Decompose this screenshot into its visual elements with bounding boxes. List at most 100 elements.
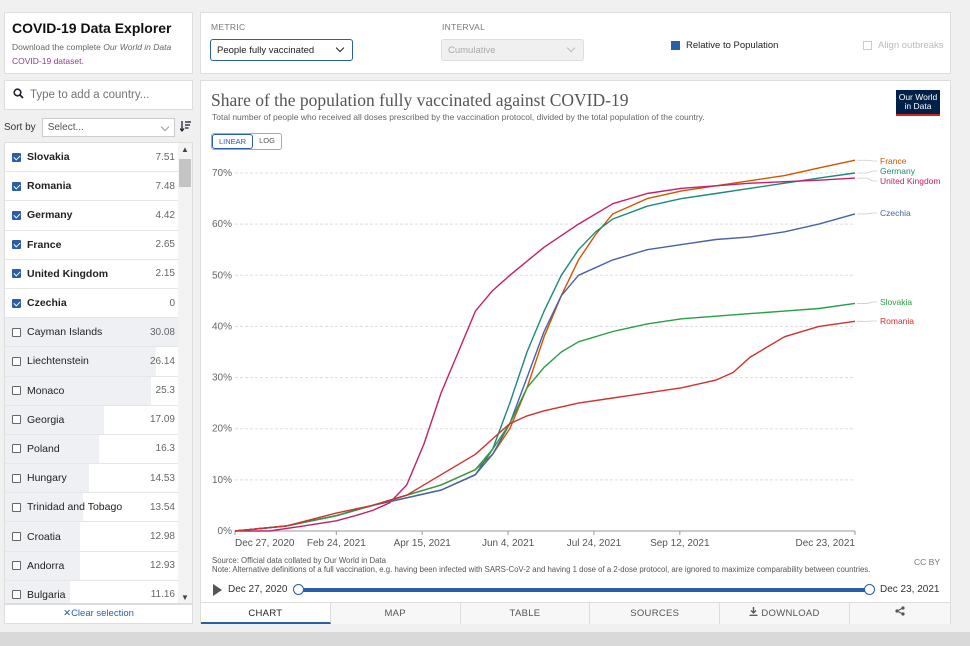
country-rows: Slovakia 7.51 Romania 7.48 Germany 4.42 France… xyxy=(5,143,192,603)
value-bar xyxy=(5,376,152,405)
align-outbreaks-checkbox[interactable]: Align outbreaks xyxy=(863,40,943,51)
checkbox-icon[interactable] xyxy=(12,561,21,571)
country-row[interactable]: Georgia 17.09 xyxy=(5,405,179,435)
checkbox-checked-icon[interactable] xyxy=(671,41,680,50)
scale-toggle[interactable]: LINEAR LOG xyxy=(211,133,282,150)
checkbox-icon[interactable] xyxy=(12,356,21,366)
checkbox-icon[interactable] xyxy=(12,415,21,425)
country-name: Czechia xyxy=(27,297,67,310)
country-row[interactable]: Trinidad and Tobago 13.54 xyxy=(5,493,179,523)
scroll-down-icon[interactable]: ▼ xyxy=(181,593,189,602)
play-icon[interactable] xyxy=(213,584,222,596)
chevron-down-icon xyxy=(335,43,345,53)
country-name: Hungary xyxy=(27,472,67,485)
x-tick-label: Jun 4, 2021 xyxy=(482,538,535,549)
checkbox-icon[interactable] xyxy=(12,502,21,512)
scroll-thumb[interactable] xyxy=(179,159,191,187)
country-value: 11.16 xyxy=(150,589,175,601)
metric-dropdown[interactable]: People fully vaccinated xyxy=(210,39,353,61)
country-row[interactable]: Monaco 25.3 xyxy=(5,376,179,406)
country-name: Andorra xyxy=(27,559,65,572)
country-value: 12.93 xyxy=(149,560,175,572)
country-name: France xyxy=(27,238,62,251)
share-icon xyxy=(895,606,905,619)
tab-download[interactable]: DOWNLOAD xyxy=(720,603,850,624)
country-row[interactable]: Slovakia 7.51 xyxy=(5,143,179,173)
logo-text: Our World in Data xyxy=(898,92,938,111)
controls-bar: METRIC People fully vaccinated INTERVAL … xyxy=(200,12,951,74)
country-name: Trinidad and Tobago xyxy=(27,501,123,514)
country-row[interactable]: Germany 4.42 xyxy=(5,201,179,231)
country-row[interactable]: France 2.65 xyxy=(5,230,179,260)
x-tick-label: Feb 24, 2021 xyxy=(307,538,366,549)
timeline-track[interactable] xyxy=(299,588,870,592)
interval-dropdown[interactable]: Cumulative xyxy=(441,39,584,61)
timeline-start-handle[interactable] xyxy=(293,584,304,595)
interval-label: INTERVAL xyxy=(442,22,486,32)
dataset-link[interactable]: COVID-19 dataset. xyxy=(12,56,84,66)
checkbox-icon[interactable] xyxy=(12,532,21,542)
country-row[interactable]: Cayman Islands 30.08 xyxy=(5,318,179,348)
legend-connector xyxy=(857,159,877,162)
country-row[interactable]: United Kingdom 2.15 xyxy=(5,259,179,289)
country-name: Poland xyxy=(27,442,60,455)
checkbox-icon[interactable] xyxy=(12,473,21,483)
tab-map[interactable]: MAP xyxy=(331,603,461,624)
country-row[interactable]: Hungary 14.53 xyxy=(5,464,179,494)
chart-source: Source: Official data collated by Our Wo… xyxy=(212,556,871,574)
scroll-up-icon[interactable]: ▲ xyxy=(181,145,189,154)
country-row[interactable]: Bulgaria 11.16 xyxy=(5,580,179,603)
sort-select[interactable]: Select... xyxy=(41,117,175,137)
download-label: DOWNLOAD xyxy=(761,608,820,619)
log-scale-button[interactable]: LOG xyxy=(259,136,275,145)
country-row[interactable]: Croatia 12.98 xyxy=(5,522,179,552)
country-row[interactable]: Andorra 12.93 xyxy=(5,551,179,581)
country-search[interactable] xyxy=(4,80,193,110)
share-button[interactable] xyxy=(850,603,950,624)
linear-scale-button[interactable]: LINEAR xyxy=(212,134,254,149)
note-text: Note: Alternative definitions of a full … xyxy=(212,564,871,574)
license-link[interactable]: CC BY xyxy=(914,557,940,567)
checkbox-icon[interactable] xyxy=(12,327,21,337)
checkbox-icon[interactable] xyxy=(12,386,21,396)
checkbox-checked-icon[interactable] xyxy=(12,269,21,279)
search-icon xyxy=(13,88,24,102)
tab-chart[interactable]: CHART xyxy=(201,603,331,624)
sort-order-icon[interactable] xyxy=(179,120,192,135)
explorer-title: COVID-19 Data Explorer xyxy=(12,20,172,36)
source-text: Source: Official data collated by Our Wo… xyxy=(212,556,386,565)
tab-table[interactable]: TABLE xyxy=(461,603,591,624)
x-tick-label: Dec 27, 2020 xyxy=(235,538,295,549)
checkbox-icon[interactable] xyxy=(12,444,21,454)
line-chart: 0% 10% 20% 30% 40% 50% 60% 70% Dec 27, 2020 Feb 2… xyxy=(212,156,941,549)
checkbox-checked-icon[interactable] xyxy=(12,210,21,220)
timeline-start-label: Dec 27, 2020 xyxy=(228,584,288,595)
x-tick-label: Dec 23, 2021 xyxy=(796,538,856,549)
country-row[interactable]: Poland 16.3 xyxy=(5,434,179,465)
download-icon xyxy=(749,607,761,619)
sort-row: Sort by Select... xyxy=(4,116,193,138)
tab-sources[interactable]: SOURCES xyxy=(590,603,721,624)
country-name: Croatia xyxy=(27,530,61,543)
sort-label: Sort by xyxy=(4,121,36,133)
owid-logo[interactable]: Our World in Data xyxy=(896,90,940,116)
list-scrollbar[interactable]: ▲ ▼ xyxy=(178,143,192,603)
checkbox-checked-icon[interactable] xyxy=(12,298,21,308)
checkbox-checked-icon[interactable] xyxy=(12,240,21,250)
series-line-france xyxy=(234,159,856,532)
search-input[interactable] xyxy=(30,89,180,101)
checkbox-checked-icon[interactable] xyxy=(12,152,21,162)
country-value: 7.48 xyxy=(155,180,175,192)
country-row[interactable]: Romania 7.48 xyxy=(5,172,179,202)
checkbox-checked-icon[interactable] xyxy=(12,181,21,191)
clear-selection-button[interactable]: ✕Clear selection xyxy=(4,604,193,624)
country-value: 13.54 xyxy=(149,501,175,513)
country-value: 2.15 xyxy=(155,268,175,280)
checkbox-icon[interactable] xyxy=(12,590,21,600)
legend-connector xyxy=(857,177,877,182)
country-row[interactable]: Czechia 0 xyxy=(5,288,179,319)
timeline-end-handle[interactable] xyxy=(864,584,875,595)
country-row[interactable]: Liechtenstein 26.14 xyxy=(5,347,179,377)
checkbox-icon[interactable] xyxy=(863,41,872,50)
relative-to-population-checkbox[interactable]: Relative to Population xyxy=(671,40,778,51)
